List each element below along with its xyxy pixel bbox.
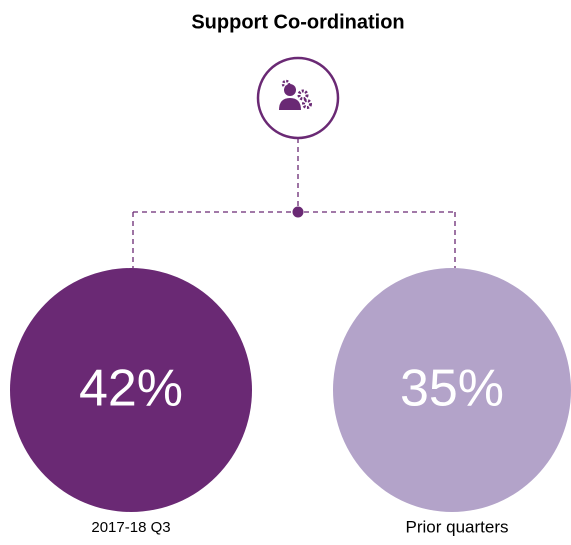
stat-label: Prior quarters	[406, 517, 509, 536]
stat-circle	[333, 268, 571, 512]
stat-circle	[10, 268, 252, 512]
icon-circle	[256, 56, 340, 140]
people-gears-icon	[279, 79, 312, 110]
connectors	[132, 138, 456, 268]
junction-dot	[292, 206, 304, 218]
title: Support Co-ordination	[191, 11, 404, 33]
stat-label: 2017-18 Q3	[91, 519, 170, 536]
stat-value: 35%	[400, 360, 504, 418]
stat-value: 42%	[79, 360, 183, 418]
